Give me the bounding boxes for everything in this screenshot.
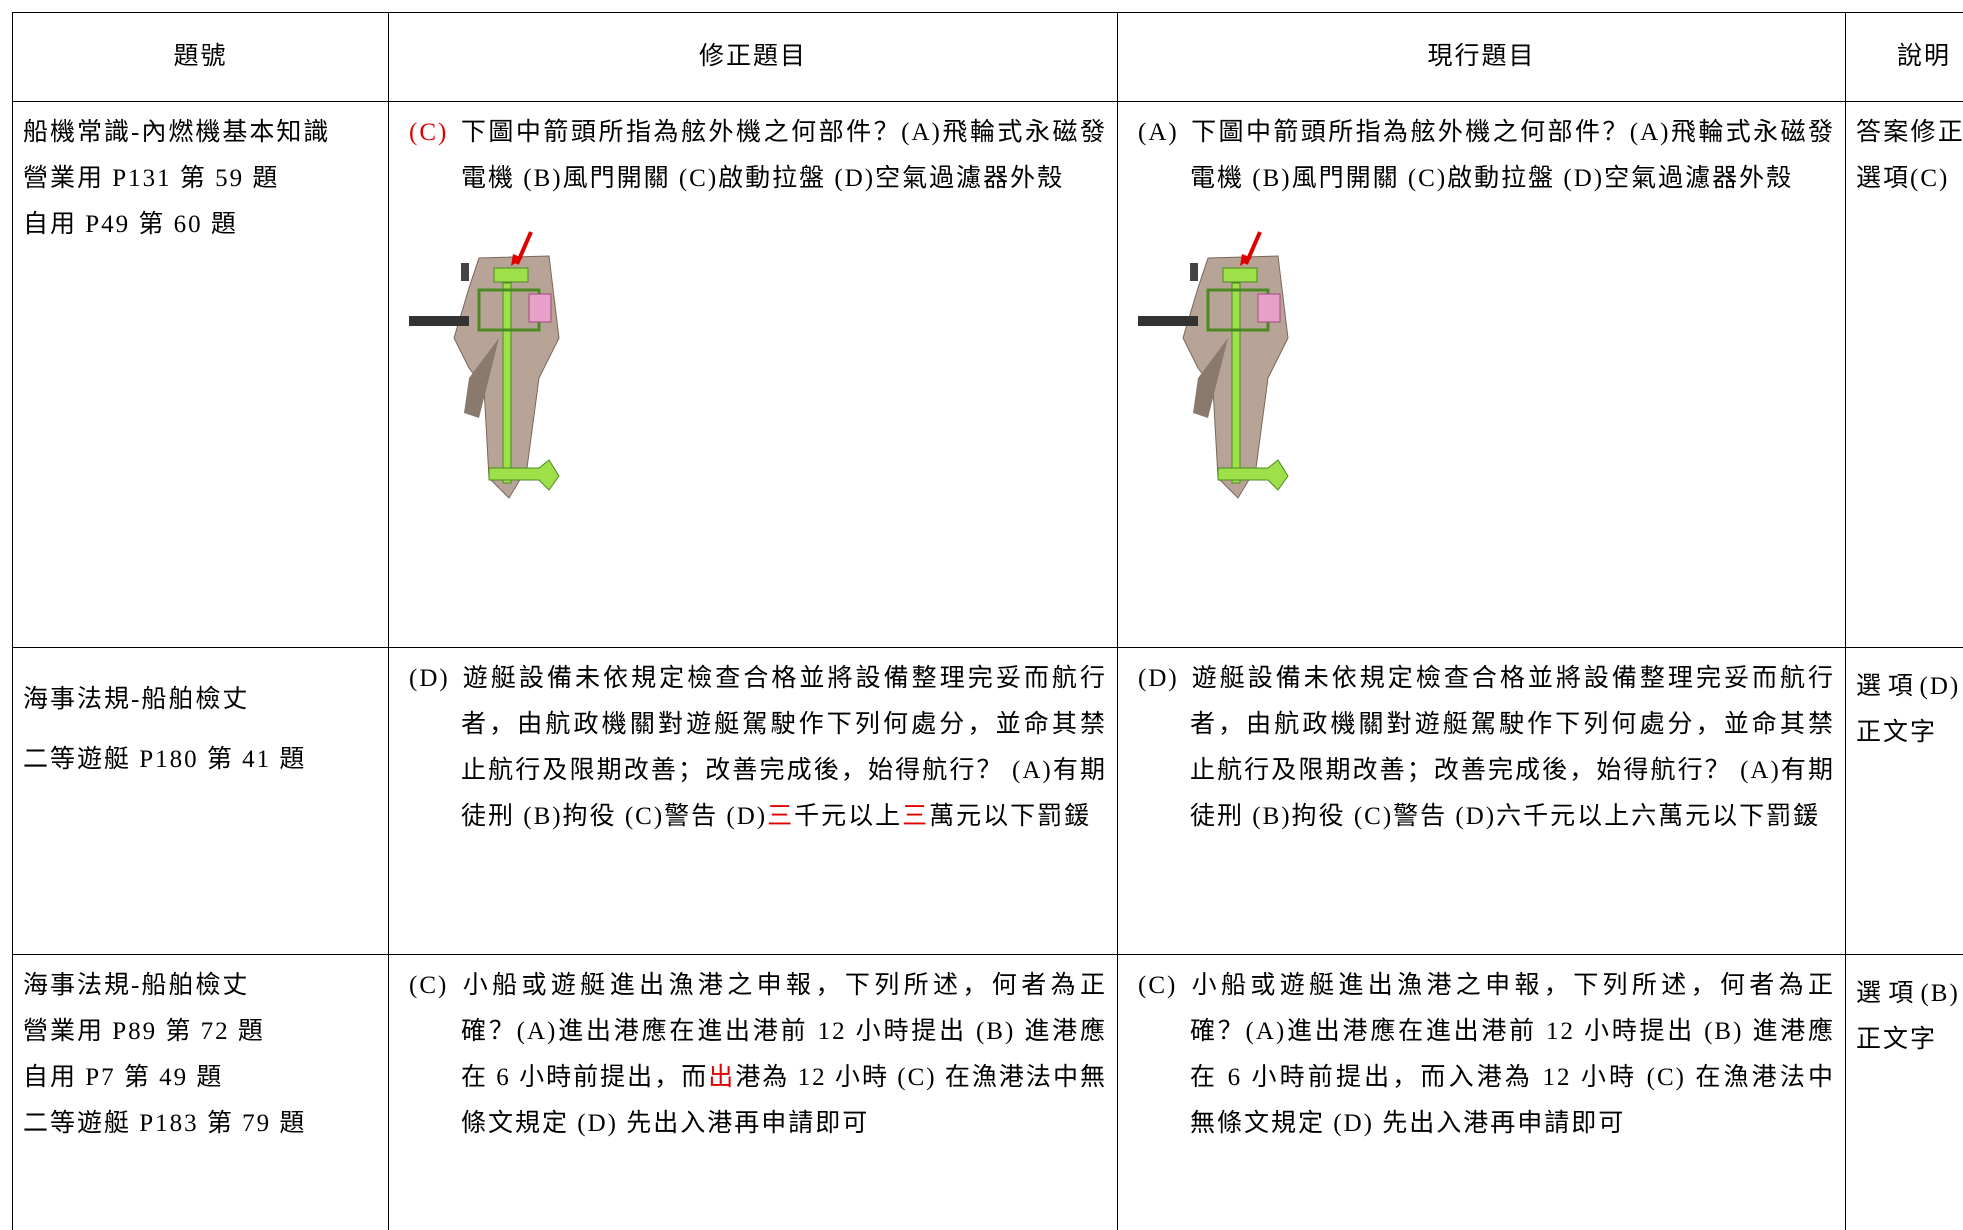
question-id-cell: 船機常識-內燃機基本知識 營業用 P131 第 59 題自用 P49 第 60 題 <box>12 101 389 648</box>
question-id-line: 自用 P7 第 49 題 <box>23 1064 224 1091</box>
question-id-line: 二等遊艇 P180 第 41 題 <box>23 746 307 773</box>
note-text: 答案修正為選項(C) <box>1856 119 1963 192</box>
figure <box>399 228 1107 534</box>
revision-table: 題號 修正題目 現行題目 說明 船機常識-內燃機基本知識 營業用 P131 第 59 題… <box>12 12 1963 1230</box>
question-segment: 萬元以下罰鍰 <box>929 803 1092 830</box>
question-id-line: 海事法規-船舶檢丈 <box>23 686 250 713</box>
note-cell: 選項(B)修正文字 <box>1845 954 1963 1230</box>
question-id-line: 海事法規-船舶檢丈 <box>23 972 250 999</box>
table-row: 船機常識-內燃機基本知識 營業用 P131 第 59 題自用 P49 第 60 題… <box>12 101 1963 648</box>
highlighted-segment: 三 <box>902 803 930 830</box>
question-cell: (A) 下圖中箭頭所指為舷外機之何部件？(A)飛輪式永磁發電機 (B)風門開關 (… <box>1117 101 1846 648</box>
question-cell: (C) 下圖中箭頭所指為舷外機之何部件？(A)飛輪式永磁發電機 (B)風門開關 (… <box>388 101 1118 648</box>
header-cell: 現行題目 <box>1117 12 1846 102</box>
outboard-motor-image <box>1138 231 1289 499</box>
question-cell: (C) 小船或遊艇進出漁港之申報，下列所述，何者為正確？(A)進出港應在進出港前 … <box>1117 954 1846 1230</box>
question-segment: 遊艇設備未依規定檢查合格並將設備整理完妥而航行者，由航政機關對遊艇駕駛作下列何處… <box>1190 665 1835 830</box>
table-row: 海事法規-船舶檢丈二等遊艇 P180 第 41 題 (D) 遊艇設備未依規定檢查合格… <box>12 647 1963 955</box>
question-text: (C) 下圖中箭頭所指為舷外機之何部件？(A)飛輪式永磁發電機 (B)風門開關 (… <box>399 110 1107 202</box>
note-text: 選項(B)修正文字 <box>1856 980 1963 1053</box>
header-cell: 說明 <box>1845 12 1963 102</box>
question-id-cell: 海事法規-船舶檢丈 營業用 P89 第 72 題自用 P7 第 49 題二等遊艇 … <box>12 954 389 1230</box>
answer-label: (D) <box>1138 665 1179 692</box>
outboard-motor-image <box>409 231 560 499</box>
answer-label: (C) <box>409 972 449 999</box>
header-cell: 題號 <box>12 12 389 102</box>
answer-label: (A) <box>1138 119 1179 146</box>
question-segment: 下圖中箭頭所指為舷外機之何部件？(A)飛輪式永磁發電機 (B)風門開關 (C)啟… <box>1190 119 1835 192</box>
table-body: 船機常識-內燃機基本知識 營業用 P131 第 59 題自用 P49 第 60 題… <box>12 101 1963 1230</box>
header-row: 題號 修正題目 現行題目 說明 <box>12 12 1963 102</box>
question-segment: 小船或遊艇進出漁港之申報，下列所述，何者為正確？(A)進出港應在進出港前 12 … <box>460 972 1107 1091</box>
figure <box>1128 228 1835 534</box>
question-id-cell: 海事法規-船舶檢丈二等遊艇 P180 第 41 題 <box>12 647 389 955</box>
note-cell: 答案修正為選項(C) <box>1845 101 1963 648</box>
answer-label: (C) <box>409 119 449 146</box>
note-cell: 選項(D)修正文字 <box>1845 647 1963 955</box>
question-id-line: 自用 P49 第 60 題 <box>23 211 238 238</box>
highlighted-segment: 出 <box>708 1064 736 1091</box>
question-text: (A) 下圖中箭頭所指為舷外機之何部件？(A)飛輪式永磁發電機 (B)風門開關 (… <box>1128 110 1835 202</box>
answer-label: (D) <box>409 665 450 692</box>
question-id-line: 營業用 P89 第 72 題 <box>23 1018 265 1045</box>
question-cell: (D) 遊艇設備未依規定檢查合格並將設備整理完妥而航行者，由航政機關對遊艇駕駛作下… <box>388 647 1118 955</box>
question-text: (C) 小船或遊艇進出漁港之申報，下列所述，何者為正確？(A)進出港應在進出港前 … <box>399 963 1107 1147</box>
question-segment: 千元以上 <box>794 803 903 830</box>
highlighted-segment: 三 <box>767 803 795 830</box>
question-segment: 小船或遊艇進出漁港之申報，下列所述，何者為正確？(A)進出港應在進出港前 12 … <box>1189 972 1835 1137</box>
question-segment: 遊艇設備未依規定檢查合格並將設備整理完妥而航行者，由航政機關對遊艇駕駛作下列何處… <box>461 665 1107 830</box>
question-cell: (D) 遊艇設備未依規定檢查合格並將設備整理完妥而航行者，由航政機關對遊艇駕駛作下… <box>1117 647 1846 955</box>
header-cell: 修正題目 <box>388 12 1118 102</box>
question-id-line: 營業用 P131 第 59 題 <box>23 165 280 192</box>
question-segment: 港為 12 小時 (C) 在漁港法中無條文規定 (D) 先出入港再申請即可 <box>461 1064 1107 1137</box>
note-text: 選項(D)修正文字 <box>1856 673 1963 746</box>
question-text: (D) 遊艇設備未依規定檢查合格並將設備整理完妥而航行者，由航政機關對遊艇駕駛作下… <box>399 656 1107 840</box>
question-segment: 下圖中箭頭所指為舷外機之何部件？(A)飛輪式永磁發電機 (B)風門開關 (C)啟… <box>460 119 1107 192</box>
answer-label: (C) <box>1138 972 1178 999</box>
question-text: (C) 小船或遊艇進出漁港之申報，下列所述，何者為正確？(A)進出港應在進出港前 … <box>1128 963 1835 1147</box>
question-id-line: 二等遊艇 P183 第 79 題 <box>23 1110 307 1137</box>
question-id-line: 船機常識-內燃機基本知識 <box>23 119 331 146</box>
question-text: (D) 遊艇設備未依規定檢查合格並將設備整理完妥而航行者，由航政機關對遊艇駕駛作下… <box>1128 656 1835 840</box>
question-cell: (C) 小船或遊艇進出漁港之申報，下列所述，何者為正確？(A)進出港應在進出港前 … <box>388 954 1118 1230</box>
table-row: 海事法規-船舶檢丈 營業用 P89 第 72 題自用 P7 第 49 題二等遊艇 … <box>12 954 1963 1230</box>
